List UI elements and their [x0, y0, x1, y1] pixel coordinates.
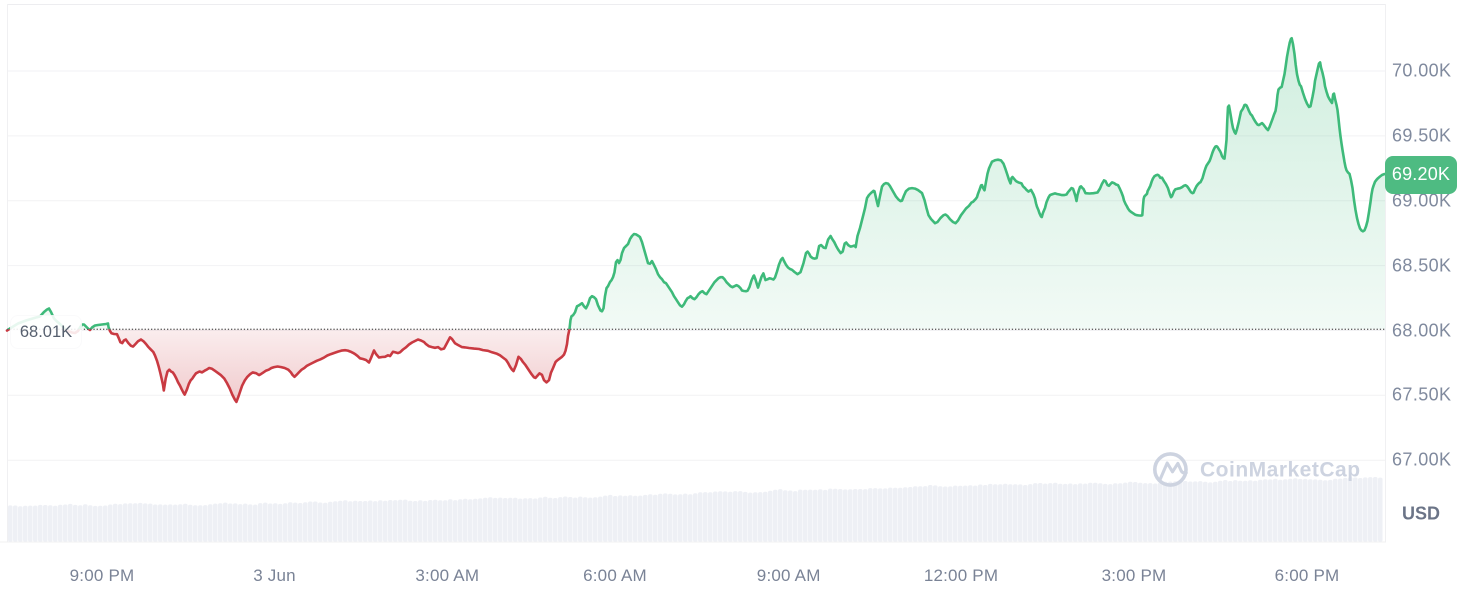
svg-text:CoinMarketCap: CoinMarketCap — [1200, 459, 1361, 482]
